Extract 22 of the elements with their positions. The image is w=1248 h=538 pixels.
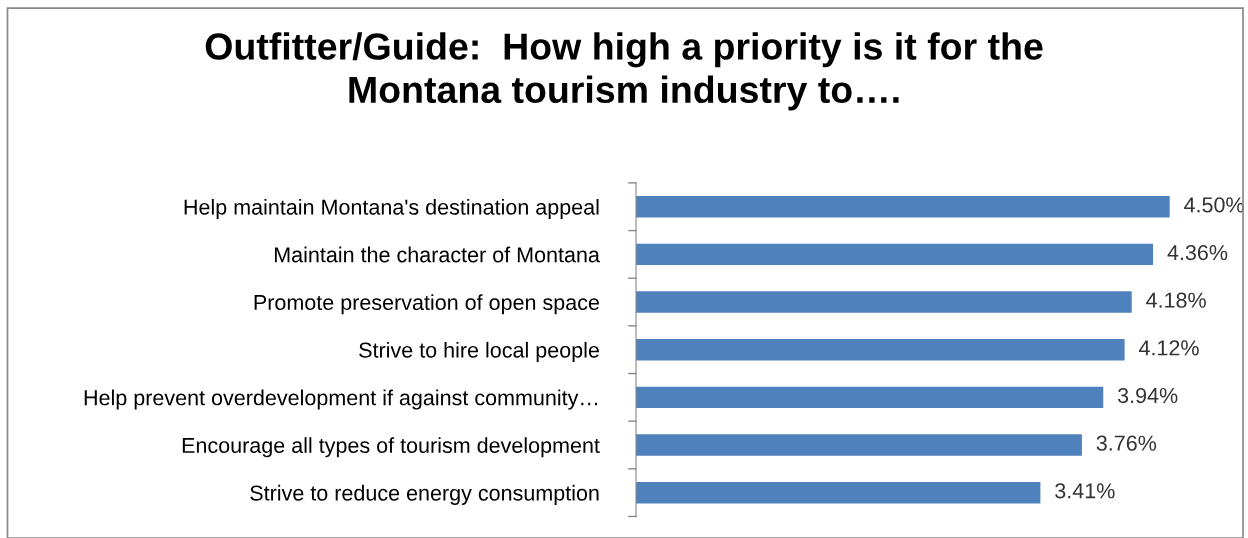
y-tick-label: Promote preservation of open space: [254, 294, 599, 315]
y-tick-label: Strive to reduce energy consumption: [250, 484, 599, 505]
y-tick-label: Help maintain Montana's destination appeal: [184, 198, 599, 220]
data-label: 3.94%: [1117, 387, 1178, 404]
y-tick-label: Encourage all types of tourism development: [182, 437, 600, 458]
data-label: 3.41%: [1055, 483, 1115, 499]
data-label: 4.12%: [1138, 340, 1199, 356]
data-label: 4.36%: [1167, 244, 1228, 261]
bar: [636, 243, 1154, 266]
bar: [636, 338, 1125, 361]
data-label: 4.18%: [1146, 292, 1206, 308]
bar: [636, 386, 1104, 409]
data-label: 4.50%: [1184, 197, 1244, 213]
y-tick-label: Help prevent overdevelopment if against community…: [84, 389, 597, 410]
bar: [636, 291, 1132, 313]
bar: [636, 481, 1041, 504]
y-tick-label: Maintain the character of Montana: [274, 246, 600, 263]
data-label: 3.76%: [1096, 435, 1157, 451]
y-tick-label: Strive to hire local people: [359, 341, 599, 362]
bar: [636, 196, 1170, 218]
chart-title: Outfitter/Guide: How high a priority is it for the Montana tourism industry to….: [205, 32, 1043, 111]
bar: [636, 434, 1082, 456]
